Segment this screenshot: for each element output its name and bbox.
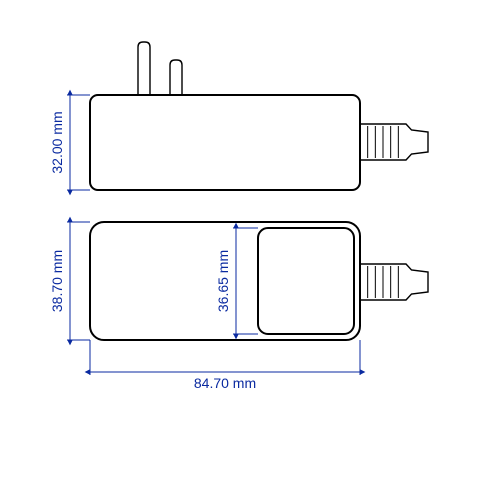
bottom-inner-panel	[258, 228, 354, 334]
dim-3870-label: 38.70 mm	[49, 250, 65, 312]
dim-32-label: 32.00 mm	[49, 111, 65, 173]
dim-8470-label: 84.70 mm	[194, 375, 256, 391]
prong-tall	[138, 42, 150, 95]
prong-short	[170, 60, 182, 95]
bottom-cable-plug	[360, 264, 428, 300]
dim-3665-label: 36.65 mm	[215, 250, 231, 312]
top-body	[90, 95, 360, 190]
top-cable-plug	[360, 124, 428, 160]
